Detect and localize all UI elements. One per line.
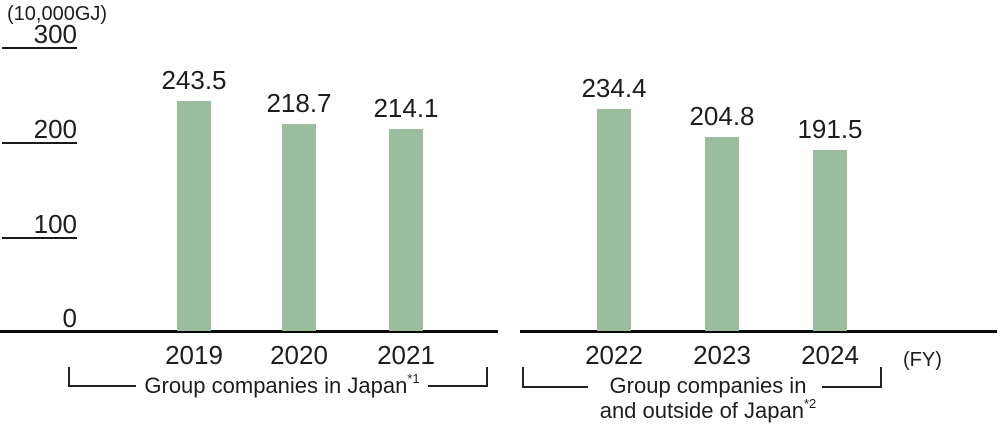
bar-value-label-2019: 243.5	[161, 65, 227, 95]
group2-label-line1: Group companies in	[574, 373, 842, 399]
y-tick-label-0: 0	[62, 303, 77, 333]
bar-2019	[177, 101, 211, 331]
bar-value-label-2021: 214.1	[373, 93, 439, 123]
bar-2023	[705, 137, 739, 331]
group2-bracket-right-tick	[880, 367, 882, 388]
year-label-2022: 2022	[585, 340, 643, 370]
y-tick-label-200: 200	[33, 114, 77, 144]
year-label-2021: 2021	[377, 340, 435, 370]
bar-value-label-2022: 234.4	[581, 73, 647, 103]
group2-label-text-line1: Group companies in	[609, 373, 807, 398]
y-axis-unit-label: (10,000GJ)	[7, 3, 108, 25]
group1-label: Group companies in Japan*1	[136, 370, 428, 399]
group1-bracket-right-tick	[486, 367, 488, 387]
bar-value-label-2020: 218.7	[266, 88, 332, 118]
x-axis-baseline-left	[0, 330, 498, 333]
y-tick-label-100: 100	[33, 209, 77, 239]
y-tick-line-300	[2, 47, 77, 49]
bar-2022	[597, 109, 631, 331]
year-label-2019: 2019	[165, 340, 223, 370]
group1-bracket-left-line	[68, 385, 136, 387]
year-label-2024: 2024	[801, 340, 859, 370]
x-axis-baseline-right	[520, 330, 997, 333]
group1-label-footnote: *1	[407, 370, 420, 386]
y-tick-line-100	[2, 237, 77, 239]
y-tick-line-200	[2, 142, 77, 144]
bar-value-label-2023: 204.8	[689, 101, 755, 131]
bar-2021	[389, 129, 423, 331]
group2-bracket-left-tick	[522, 367, 524, 388]
bar-2024	[813, 150, 847, 331]
group2-bracket-right-line	[822, 386, 882, 388]
group2-label-line2: and outside of Japan*2	[574, 395, 842, 424]
group1-bracket-right-line	[428, 385, 486, 387]
y-tick-label-300: 300	[33, 19, 77, 49]
bar-2020	[282, 124, 316, 331]
group1-label-text: Group companies in Japan	[144, 373, 408, 398]
group1-bracket-left-tick	[68, 367, 70, 387]
group2-label-text-line2: and outside of Japan	[599, 398, 804, 423]
bar-value-label-2024: 191.5	[797, 114, 863, 144]
fy-axis-label: (FY)	[903, 349, 942, 371]
year-label-2020: 2020	[270, 340, 328, 370]
group2-label-footnote: *2	[803, 395, 817, 411]
year-label-2023: 2023	[693, 340, 751, 370]
group2-bracket-left-line	[522, 386, 588, 388]
